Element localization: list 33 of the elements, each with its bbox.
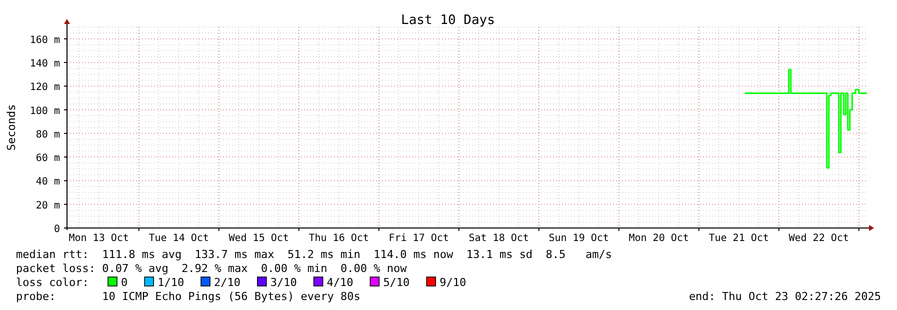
y-tick-label: 0 (54, 224, 60, 235)
legend-label: 4/10 (326, 276, 354, 289)
y-tick-label: 120 m (30, 82, 60, 94)
x-tick-label: Wed 15 Oct (228, 233, 289, 244)
x-tick-label: Fri 17 Oct (388, 233, 449, 244)
text: end: Thu Oct 23 02:27:26 2025 (688, 290, 881, 303)
legend-title: loss color: (16, 276, 89, 289)
y-tick-label: 160 m (30, 34, 60, 46)
x-tick-label: Mon 20 Oct (628, 233, 689, 244)
y-tick-label: 20 m (36, 200, 60, 212)
text: median rtt: 111.8 ms avg 133.7 ms max 51.2 ms min 114.0 ms now 13.1 ms sd 8.5 am/s (16, 248, 612, 261)
legend-label: 1/10 (158, 276, 184, 289)
legend-label: 2/10 (214, 276, 240, 289)
x-tick-label: Mon 13 Oct (68, 233, 129, 244)
x-tick-label: Thu 16 Oct (308, 233, 369, 244)
legend-label: 5/10 (383, 276, 410, 289)
legend-label: 9/10 (440, 276, 466, 289)
y-axis-title: Seconds (5, 104, 18, 151)
y-tick-label: 100 m (30, 106, 60, 117)
legend-label: 3/10 (270, 276, 297, 289)
x-tick-label: Tue 14 Oct (148, 233, 209, 244)
x-tick-label: Sun 19 Oct (548, 233, 609, 244)
y-tick-label: 140 m (30, 58, 60, 70)
text: probe: 10 ICMP Echo Pings (56 Bytes) every 80s (16, 290, 360, 303)
y-tick-label: 40 m (36, 176, 60, 188)
text: packet loss: 0.07 % avg 2.92 % max 0.00 % min 0.00 % now (16, 262, 408, 275)
y-tick-label: 60 m (36, 153, 60, 164)
x-tick-label: Sat 18 Oct (468, 233, 529, 244)
legend-label: 0 (121, 276, 128, 289)
x-tick-label: Wed 22 Oct (788, 233, 849, 244)
y-tick-label: 80 m (36, 129, 60, 140)
x-tick-label: Tue 21 Oct (708, 233, 769, 244)
chart-title: Last 10 Days (401, 13, 495, 28)
